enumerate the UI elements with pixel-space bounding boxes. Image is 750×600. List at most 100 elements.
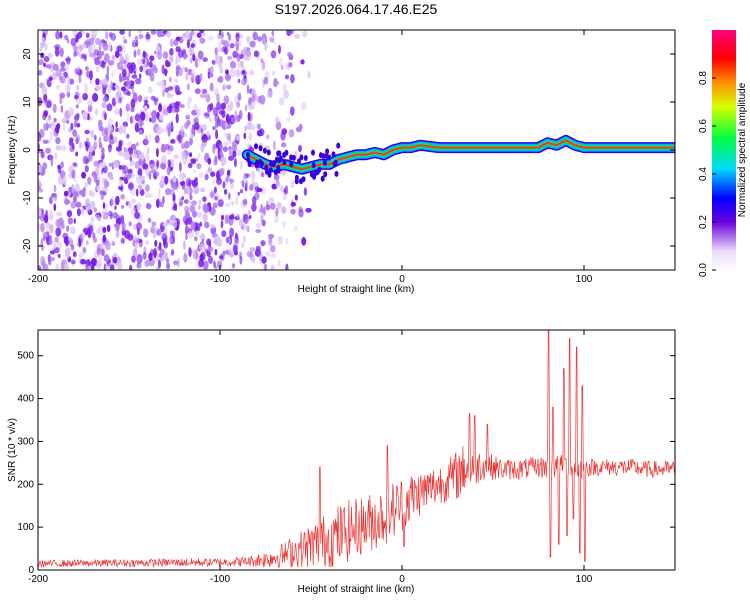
noise-dot	[114, 108, 120, 115]
noise-dot	[49, 250, 55, 255]
noise-dot	[156, 147, 159, 158]
noise-dot	[228, 150, 234, 157]
noise-dot	[99, 161, 107, 169]
noise-dot	[73, 218, 77, 224]
noise-dot	[90, 257, 97, 267]
chart-title: S197.2026.064.17.46.E25	[275, 1, 438, 17]
noise-dot	[249, 40, 256, 48]
noise-dot	[40, 256, 46, 266]
noise-dot	[55, 145, 62, 151]
noise-dot	[275, 120, 282, 131]
noise-dot	[220, 102, 226, 110]
noise-dot	[209, 117, 213, 123]
noise-dot	[275, 207, 279, 217]
noise-dot	[186, 185, 191, 194]
noise-dot	[49, 130, 53, 141]
noise-dot	[57, 253, 61, 259]
noise-dot	[189, 204, 196, 213]
noise-dot	[235, 33, 240, 38]
noise-dot	[260, 240, 266, 247]
noise-dot	[38, 211, 42, 217]
noise-dot	[197, 211, 202, 219]
trace-speckle	[322, 159, 327, 166]
noise-dot	[220, 167, 225, 175]
y-tick-label: 500	[17, 351, 34, 362]
noise-dot	[212, 144, 216, 154]
noise-dot	[210, 224, 216, 229]
noise-dot	[284, 74, 290, 80]
trace-speckle	[294, 178, 299, 185]
noise-dot	[136, 253, 143, 264]
noise-dot	[202, 139, 207, 148]
noise-dot	[136, 174, 142, 184]
noise-dot	[282, 221, 286, 229]
noise-dot	[147, 86, 153, 94]
noise-dot	[94, 108, 99, 116]
noise-dot	[160, 162, 167, 170]
noise-dot	[248, 70, 255, 76]
noise-dot	[91, 171, 97, 178]
noise-dot	[84, 129, 90, 135]
noise-dot	[166, 219, 170, 224]
colorbar-gradient	[712, 30, 736, 270]
noise-dot	[95, 85, 102, 91]
noise-dot	[112, 212, 119, 219]
noise-dot	[90, 129, 95, 139]
noise-dot	[80, 258, 87, 265]
noise-dot	[189, 194, 193, 201]
y-tick-label: 200	[17, 479, 34, 490]
noise-dot	[218, 255, 224, 260]
noise-dot	[84, 165, 89, 173]
trace-speckle	[324, 153, 329, 159]
noise-dot	[128, 181, 134, 191]
noise-dot	[47, 123, 52, 129]
noise-dot	[241, 78, 247, 86]
noise-dot	[70, 259, 76, 265]
noise-dot	[142, 50, 146, 59]
snr-series-line	[38, 330, 675, 569]
noise-dot	[49, 257, 55, 262]
noise-dot	[104, 31, 109, 40]
noise-dot	[214, 196, 219, 201]
noise-dot	[42, 139, 49, 144]
noise-dot	[119, 56, 125, 64]
noise-dot	[290, 30, 295, 35]
noise-dot	[223, 188, 228, 195]
noise-dot	[41, 37, 46, 42]
noise-dot	[98, 136, 102, 145]
noise-dot	[55, 68, 62, 78]
noise-dot	[138, 129, 143, 136]
noise-dot	[101, 154, 104, 162]
noise-dot	[172, 195, 176, 204]
noise-dot	[191, 126, 194, 135]
noise-dot	[155, 171, 160, 177]
noise-dot	[238, 219, 244, 224]
trace-speckle	[247, 161, 252, 168]
noise-dot	[66, 38, 70, 44]
noise-dot	[108, 144, 112, 153]
noise-dot	[87, 44, 92, 54]
noise-dot	[215, 266, 220, 270]
noise-dot	[162, 51, 169, 59]
noise-dot	[252, 196, 257, 205]
noise-dot	[90, 216, 95, 224]
noise-dot	[217, 117, 221, 127]
noise-dot	[209, 207, 216, 216]
noise-dot	[95, 214, 100, 221]
x-tick-label: 100	[576, 274, 593, 285]
noise-dot	[92, 191, 96, 198]
trace-speckle	[311, 149, 315, 156]
noise-dot	[162, 196, 165, 205]
noise-dot	[175, 113, 179, 124]
noise-dot	[127, 172, 132, 179]
noise-dot	[55, 227, 62, 237]
noise-dot	[180, 125, 184, 134]
noise-dot	[285, 237, 289, 246]
noise-dot	[218, 144, 224, 149]
noise-dot	[131, 153, 138, 159]
noise-dot	[274, 116, 280, 123]
y-tick-label: 0	[28, 565, 34, 576]
noise-dot	[41, 85, 48, 95]
spectrogram-x-ticks: -200 -100 0 100	[28, 30, 593, 285]
trace-speckle	[323, 171, 328, 178]
